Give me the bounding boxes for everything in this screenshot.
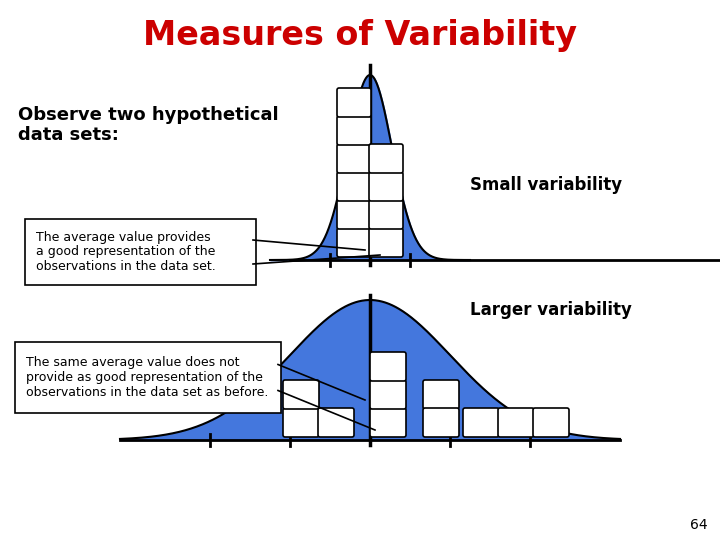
FancyBboxPatch shape	[369, 200, 403, 229]
FancyBboxPatch shape	[337, 88, 371, 117]
FancyBboxPatch shape	[369, 228, 403, 257]
FancyBboxPatch shape	[25, 219, 256, 285]
Text: The average value provides
a good representation of the
observations in the data: The average value provides a good repres…	[36, 231, 216, 273]
FancyBboxPatch shape	[423, 408, 459, 437]
Text: Measures of Variability: Measures of Variability	[143, 18, 577, 51]
Text: Larger variability: Larger variability	[470, 301, 632, 319]
FancyBboxPatch shape	[533, 408, 569, 437]
FancyBboxPatch shape	[318, 408, 354, 437]
FancyBboxPatch shape	[337, 200, 371, 229]
FancyBboxPatch shape	[370, 408, 406, 437]
FancyBboxPatch shape	[370, 380, 406, 409]
FancyBboxPatch shape	[15, 342, 281, 413]
FancyBboxPatch shape	[369, 172, 403, 201]
FancyBboxPatch shape	[337, 116, 371, 145]
Text: The same average value does not
provide as good representation of the
observatio: The same average value does not provide …	[26, 356, 269, 399]
Text: Observe two hypothetical
data sets:: Observe two hypothetical data sets:	[18, 106, 279, 144]
FancyBboxPatch shape	[337, 144, 371, 173]
FancyBboxPatch shape	[283, 408, 319, 437]
FancyBboxPatch shape	[463, 408, 499, 437]
FancyBboxPatch shape	[498, 408, 534, 437]
Text: Small variability: Small variability	[470, 176, 622, 194]
FancyBboxPatch shape	[369, 144, 403, 173]
FancyBboxPatch shape	[423, 380, 459, 409]
FancyBboxPatch shape	[337, 228, 371, 257]
FancyBboxPatch shape	[337, 172, 371, 201]
FancyBboxPatch shape	[283, 380, 319, 409]
FancyBboxPatch shape	[370, 352, 406, 381]
Text: 64: 64	[690, 518, 708, 532]
